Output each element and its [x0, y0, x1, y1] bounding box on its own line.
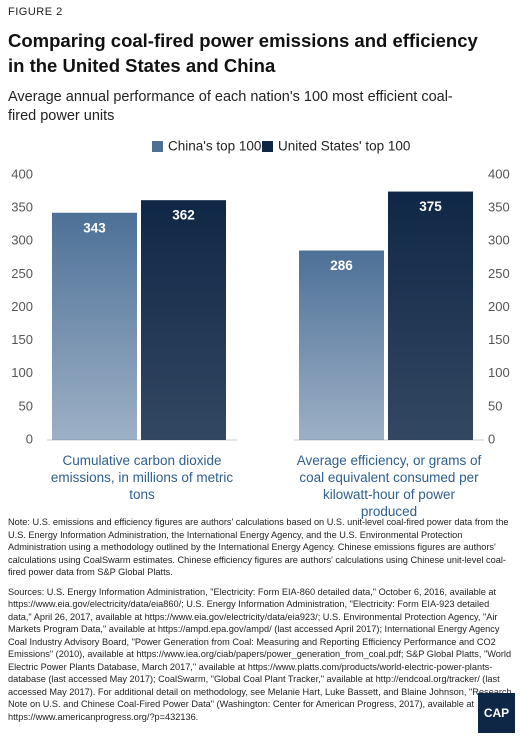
figure-label: FIGURE 2 — [8, 6, 63, 18]
value-label: 343 — [83, 220, 106, 235]
y2-tick-label: 200 — [488, 299, 510, 314]
chart: China's top 100 United States' top 100 0 50… — [11, 139, 510, 447]
legend-swatch — [262, 141, 273, 152]
y2-tick-label: 50 — [488, 398, 502, 413]
y2-tick-label: 100 — [488, 365, 510, 380]
bar — [141, 200, 226, 440]
subtitle: Average annual performance of each natio… — [8, 89, 453, 124]
notes: Note: U.S. emissions and efficiency figu… — [8, 516, 514, 730]
y2-tick-label: 300 — [488, 233, 510, 248]
legend-label: United States' top 100 — [278, 139, 410, 154]
y-tick-label: 200 — [11, 299, 33, 314]
legend-label: China's top 100 — [168, 139, 261, 154]
y-tick-label: 0 — [26, 431, 33, 446]
value-label: 362 — [172, 208, 195, 223]
y-tick-label: 50 — [19, 398, 33, 413]
y-tick-label: 300 — [11, 233, 33, 248]
y-tick-label: 100 — [11, 365, 33, 380]
y2-tick-label: 0 — [488, 431, 495, 446]
y-tick-label: 350 — [11, 200, 33, 215]
y2-tick-label: 400 — [488, 166, 510, 181]
y2-tick-label: 350 — [488, 200, 510, 215]
category-label: Average efficiency, or grams of coal equ… — [296, 453, 482, 519]
y-tick-label: 150 — [11, 332, 33, 347]
bar — [388, 191, 473, 440]
y2-tick-label: 150 — [488, 332, 510, 347]
note: Note: U.S. emissions and efficiency figu… — [8, 517, 509, 577]
category-label: Cumulative carbon dioxide emissions, in … — [50, 453, 234, 502]
value-label: 286 — [330, 258, 353, 273]
y2-tick-label: 250 — [488, 266, 510, 281]
bar — [299, 250, 384, 440]
title: Comparing coal-fired power emissions and… — [8, 30, 478, 76]
y-tick-label: 400 — [11, 166, 33, 181]
logo: CAP — [478, 693, 515, 733]
y-tick-label: 250 — [11, 266, 33, 281]
value-label: 375 — [419, 199, 442, 214]
bar — [52, 212, 137, 440]
sources: Sources: U.S. Energy Information Adminis… — [8, 586, 512, 722]
legend-swatch — [152, 141, 163, 152]
